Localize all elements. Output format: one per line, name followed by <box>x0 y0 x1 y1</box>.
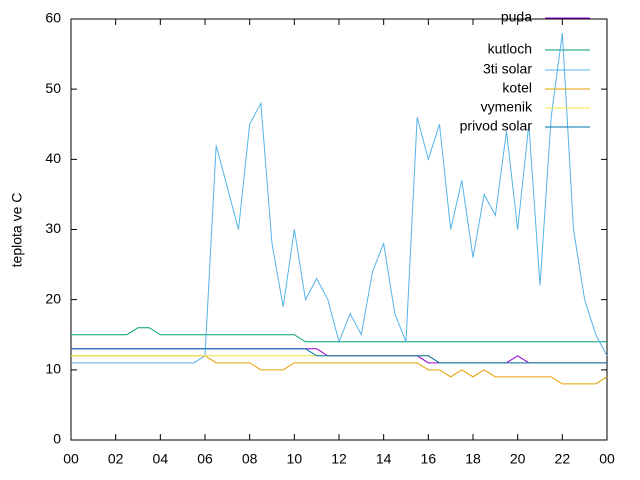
legend-label: kutloch <box>488 41 532 57</box>
x-tick-label: 20 <box>510 451 526 467</box>
x-tick-label: 22 <box>555 451 571 467</box>
legend-label: vymenik <box>481 99 533 115</box>
y-tick-label: 50 <box>45 80 61 96</box>
y-axis-label: teplota ve C <box>9 193 25 268</box>
y-tick-label: 60 <box>45 10 61 26</box>
x-tick-label: 16 <box>421 451 437 467</box>
x-tick-label: 00 <box>599 451 615 467</box>
x-tick-label: 14 <box>376 451 392 467</box>
y-tick-label: 20 <box>45 290 61 306</box>
x-tick-label: 02 <box>108 451 124 467</box>
legend-label: kotel <box>502 80 532 96</box>
legend-label: 3ti solar <box>483 61 532 77</box>
y-tick-label: 0 <box>53 431 61 447</box>
x-tick-label: 12 <box>331 451 347 467</box>
x-tick-label: 00 <box>63 451 79 467</box>
x-tick-label: 06 <box>197 451 213 467</box>
x-tick-label: 18 <box>465 451 481 467</box>
series-line <box>71 327 607 343</box>
x-tick-label: 10 <box>287 451 303 467</box>
x-tick-label: 08 <box>242 451 258 467</box>
y-tick-label: 10 <box>45 361 61 377</box>
y-tick-label: 30 <box>45 220 61 236</box>
legend-label: privod solar <box>460 118 533 134</box>
series-line <box>71 355 608 385</box>
x-tick-label: 04 <box>153 451 169 467</box>
series-line <box>71 348 607 364</box>
legend-label: puda <box>501 9 532 25</box>
y-tick-label: 40 <box>45 150 61 166</box>
series-line <box>71 32 608 364</box>
